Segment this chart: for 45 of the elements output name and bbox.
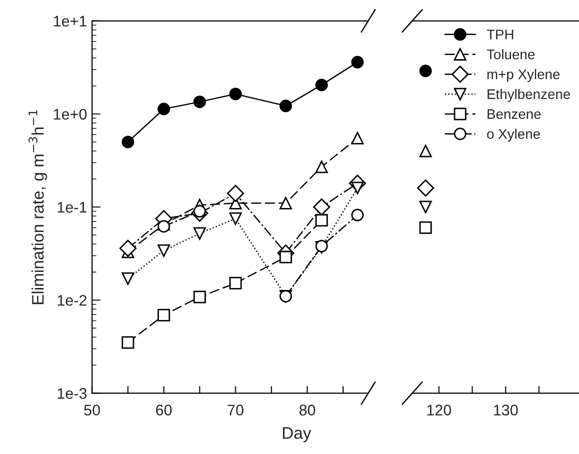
- point: [193, 227, 206, 240]
- point: [229, 276, 242, 290]
- x-tick-label: 80: [299, 404, 316, 416]
- point: [158, 308, 170, 322]
- point: [351, 132, 364, 144]
- point: [351, 56, 364, 68]
- point: [193, 290, 206, 304]
- point: [122, 336, 134, 349]
- legend-label: TPH: [486, 30, 514, 40]
- point: [119, 240, 136, 257]
- x-tick-label: 50: [84, 404, 100, 416]
- point: [279, 196, 292, 210]
- x-tick-label: 70: [228, 404, 244, 416]
- point: [229, 212, 242, 225]
- point: [226, 184, 244, 202]
- legend-label: m+p Xylene: [487, 69, 560, 82]
- point: [279, 290, 292, 302]
- point: [279, 250, 292, 264]
- point: [315, 78, 328, 92]
- point: [122, 136, 134, 148]
- point: [315, 214, 328, 227]
- x-axis-title: Day: [282, 427, 312, 442]
- point: [229, 88, 242, 100]
- x-tick-label: 130: [494, 404, 518, 416]
- y-tick-label: 1e-2: [58, 294, 86, 306]
- x-tick-label: 60: [156, 404, 172, 416]
- point: [158, 102, 170, 116]
- y-tick-label: 1e+0: [54, 108, 87, 120]
- y-tick-label: 1e-1: [58, 202, 86, 213]
- legend-label: Toluene: [486, 49, 535, 60]
- point: [122, 272, 134, 285]
- point: [158, 220, 170, 233]
- legend-label: Ethylbenzene: [488, 88, 570, 102]
- point: [279, 100, 292, 112]
- legend-label: o Xylene: [487, 128, 540, 142]
- point: [193, 96, 206, 108]
- point: [158, 244, 170, 257]
- y-tick-label: 1e+1: [54, 16, 86, 27]
- y-tick-label: 1e-3: [58, 388, 87, 399]
- point: [313, 198, 330, 216]
- legend-label: Benzene: [488, 109, 541, 119]
- y-axis-title: Elimination rate, g m$^{−3}$h$^{−1}$: [28, 110, 48, 304]
- point: [351, 208, 364, 222]
- x-tick-label: 120: [427, 404, 452, 416]
- point: [315, 160, 328, 174]
